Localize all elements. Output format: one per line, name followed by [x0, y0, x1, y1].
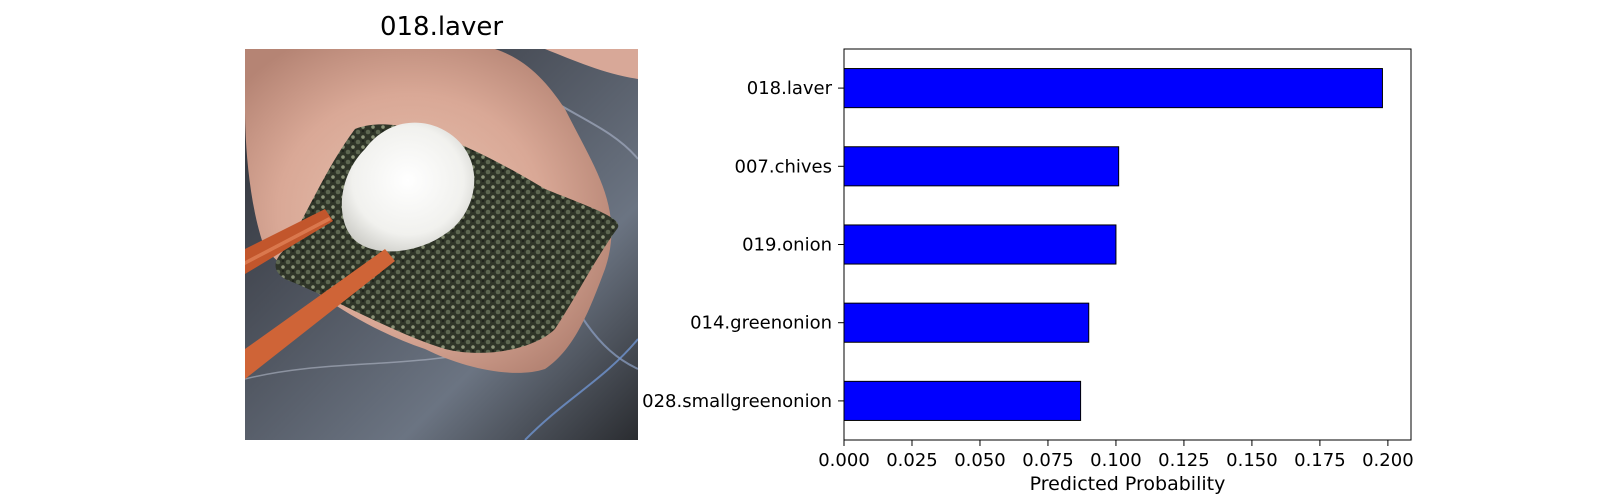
x-tick-label: 0.200	[1362, 450, 1414, 471]
photo-title: 018.laver	[379, 12, 504, 42]
x-tick-label: 0.150	[1226, 450, 1278, 471]
x-tick-label: 0.025	[886, 450, 938, 471]
bar-014.greenonion	[843, 302, 1090, 343]
bar-007.chives	[843, 146, 1120, 187]
y-tick-label: 018.laver	[747, 78, 833, 99]
x-axis-ticks: 0.000 0.025 0.050 0.075 0.100 0.125 0.150 0.175…	[818, 440, 1414, 471]
x-tick-label: 0.175	[1294, 450, 1346, 471]
y-tick-label: 014.greenonion	[690, 313, 832, 334]
x-tick-label: 0.100	[1090, 450, 1142, 471]
x-tick-label: 0.125	[1158, 450, 1210, 471]
bar-019.onion	[843, 224, 1117, 265]
y-tick-label: 007.chives	[735, 156, 833, 177]
bars	[843, 68, 1383, 421]
x-tick-label: 0.050	[954, 450, 1006, 471]
bar-018.laver	[843, 68, 1383, 109]
food-photo	[245, 49, 638, 440]
y-tick-label: 028.smallgreenonion	[642, 391, 832, 412]
y-tick-label: 019.onion	[742, 235, 832, 256]
x-tick-label: 0.075	[1022, 450, 1074, 471]
bar-028.smallgreenonion	[843, 380, 1082, 421]
x-tick-label: 0.000	[818, 450, 870, 471]
y-axis-ticks: 018.laver 007.chives 019.onion 014.greenoni…	[642, 78, 844, 412]
x-axis-label: Predicted Probability	[1030, 473, 1226, 495]
